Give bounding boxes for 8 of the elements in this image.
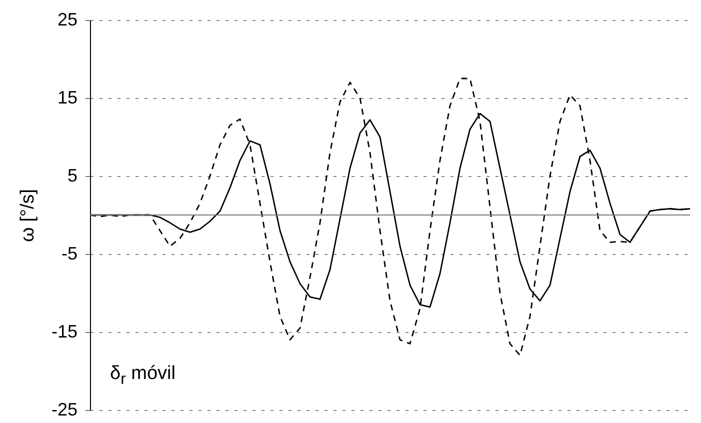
- y-tick-label: -25: [51, 400, 78, 420]
- y-tick-label: 5: [67, 166, 78, 186]
- y-axis-title: ω [°/s]: [17, 188, 38, 242]
- y-tick-label: 25: [57, 10, 78, 30]
- y-tick-label: -5: [61, 244, 78, 264]
- annotation: δ$_{r}$ móvil: [110, 362, 176, 389]
- y-tick-label: -15: [51, 322, 78, 342]
- y-tick-label: 15: [57, 88, 78, 108]
